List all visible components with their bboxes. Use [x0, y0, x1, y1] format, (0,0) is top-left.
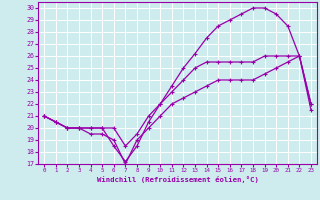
X-axis label: Windchill (Refroidissement éolien,°C): Windchill (Refroidissement éolien,°C): [97, 176, 259, 183]
